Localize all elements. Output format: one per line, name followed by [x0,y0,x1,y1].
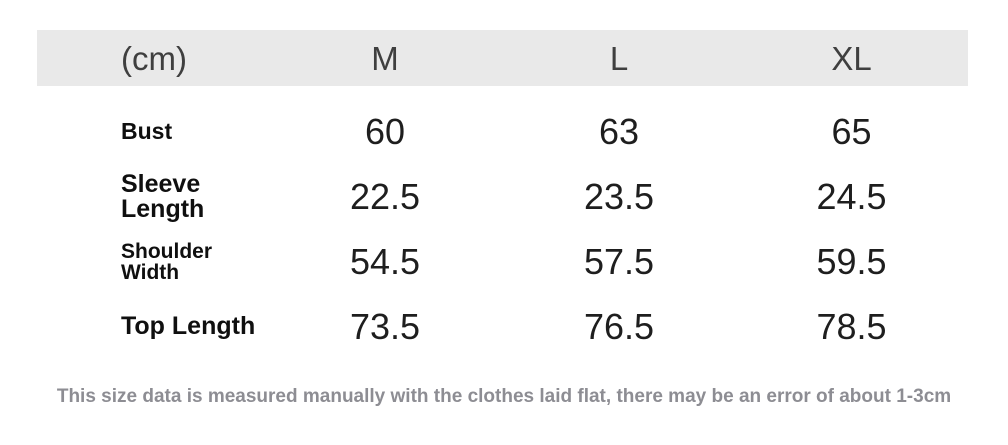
unit-header-cell: (cm) [121,39,187,77]
size-value-bust-xl: 65 [831,110,872,152]
size-value-top-xl: 78.5 [816,305,887,347]
size-value-top-l: 76.5 [583,305,655,347]
table-row-top-length: Top Length 73.5 76.5 78.5 [37,294,968,359]
table-row-sleeve-length: Sleeve Length 22.5 23.5 24.5 [37,164,968,229]
column-header-xl: XL [831,39,872,77]
size-table-header-row: (cm) M L XL [37,30,968,86]
measurement-note: This size data is measured manually with… [56,386,952,407]
size-value-shoulder-m: 54.5 [349,240,421,282]
column-header-m: M [371,39,399,77]
size-value-sleeve-xl: 24.5 [816,175,887,217]
size-value-shoulder-xl: 59.5 [816,240,887,282]
row-label-sleeve-length: Sleeve Length [121,169,205,223]
size-value-sleeve-m: 22.5 [349,175,421,217]
table-row-bust: Bust 60 63 65 [37,99,968,164]
row-label-top-length: Top Length [121,312,256,340]
size-value-top-m: 73.5 [349,305,421,347]
size-value-sleeve-l: 23.5 [583,175,655,217]
size-value-bust-l: 63 [598,110,640,152]
size-value-shoulder-l: 57.5 [583,240,655,282]
size-value-bust-m: 60 [364,110,406,152]
row-label-bust: Bust [121,118,173,144]
size-table: (cm) M L XL Bust 60 63 65 Sleeve Length … [37,30,968,359]
size-chart-page: (cm) M L XL Bust 60 63 65 Sleeve Length … [0,30,1008,408]
row-label-shoulder-width: Shoulder Width [121,239,213,284]
column-header-l: L [609,39,629,77]
table-row-shoulder-width: Shoulder Width 54.5 57.5 59.5 [37,229,968,294]
